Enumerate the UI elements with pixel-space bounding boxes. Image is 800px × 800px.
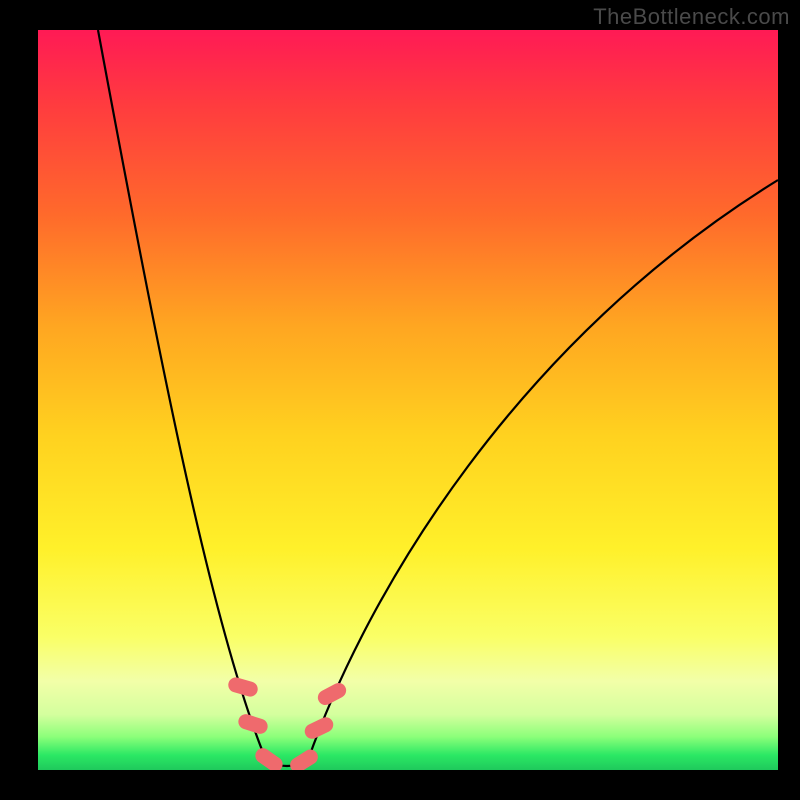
watermark-text: TheBottleneck.com <box>593 4 790 30</box>
chart-plot-area <box>38 30 778 770</box>
chart-background-gradient <box>38 30 778 770</box>
bottleneck-curve-chart <box>38 30 778 770</box>
